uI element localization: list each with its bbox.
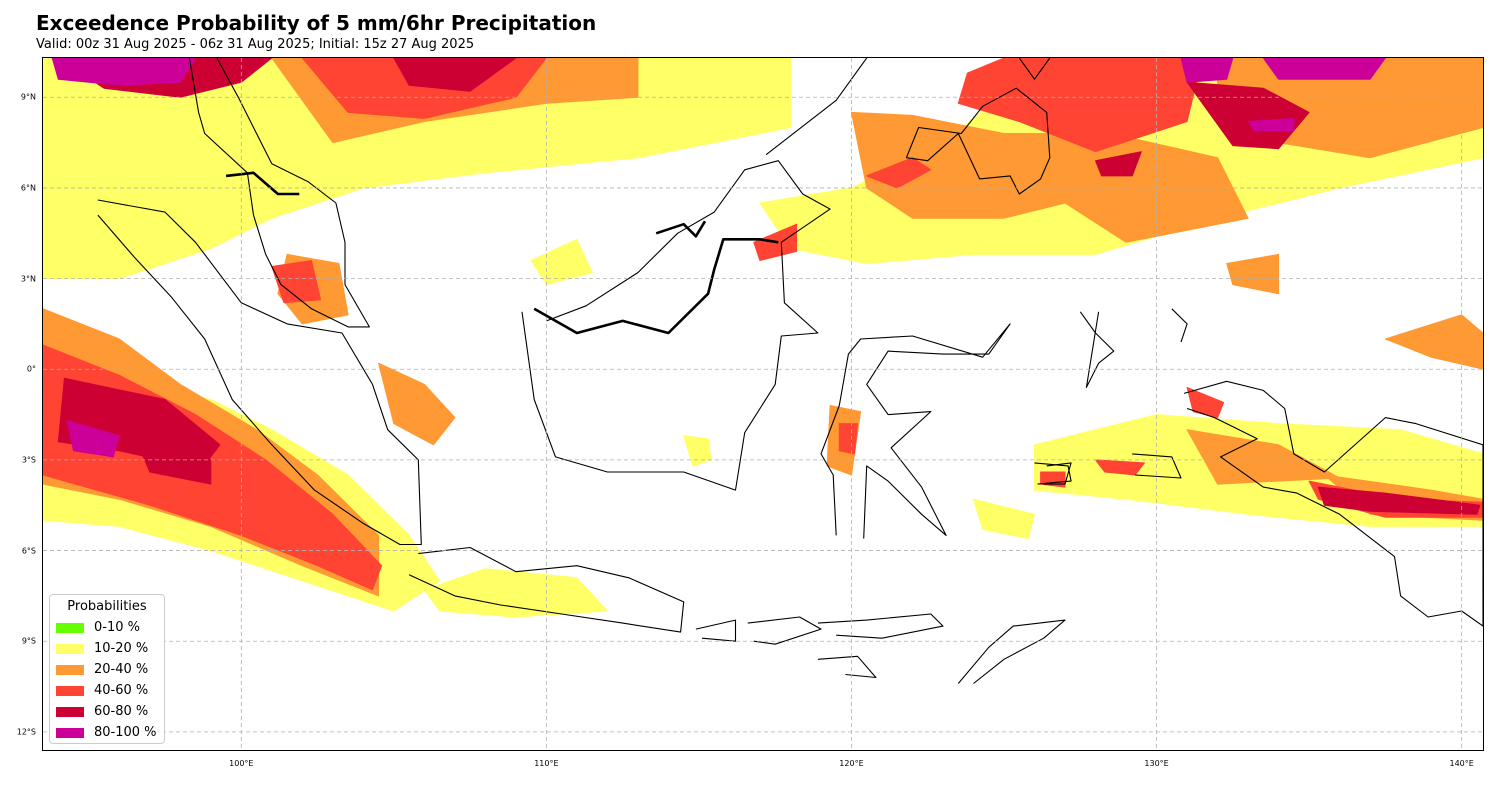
coastline (521, 160, 831, 491)
legend-title: Probabilities (67, 599, 147, 614)
coastline (188, 58, 370, 328)
coastline (957, 619, 1066, 684)
precip-area (1262, 58, 1386, 80)
legend-items: 0-10 % 10-20 % 20-40 % 40-60 % 60-80 % 80-100… (56, 617, 158, 743)
lat-tick-label: 9°S (21, 636, 36, 646)
legend-swatch (56, 727, 84, 738)
legend-label: 60-80 % (94, 704, 149, 719)
chart-title: Exceedence Probability of 5 mm/6hr Preci… (36, 11, 597, 35)
coastline (1171, 308, 1188, 343)
coastline (817, 613, 944, 639)
legend-entry: 60-80 % (56, 701, 158, 722)
lat-tick-label: 12°S (16, 727, 36, 737)
precip-area (1317, 486, 1481, 515)
coastline (820, 323, 1011, 539)
legend-entry: 20-40 % (56, 659, 158, 680)
coastline (1018, 58, 1051, 80)
lon-tick-label: 130°E (1144, 759, 1169, 768)
lon-tick-label: 140°E (1449, 759, 1474, 768)
precip-area (973, 498, 1035, 539)
lon-tick-label: 100°E (229, 759, 254, 768)
legend-entry: 0-10 % (56, 617, 158, 638)
legend-label: 0-10 % (94, 620, 140, 635)
precip-area (530, 238, 593, 286)
precip-area (683, 435, 712, 467)
lat-tick-label: 0° (26, 364, 36, 374)
precip-area (66, 420, 120, 458)
legend-swatch (56, 622, 84, 633)
precip-area (1247, 117, 1295, 131)
coastline (1043, 462, 1072, 485)
coastline (408, 546, 685, 633)
map-panel[interactable] (42, 57, 1484, 751)
legend-swatch (56, 706, 84, 717)
precip-area (838, 423, 859, 455)
precip-area (1226, 253, 1280, 295)
coastline (1079, 311, 1115, 388)
coastline (747, 616, 822, 645)
precip-area (1186, 386, 1225, 419)
coastline (695, 619, 737, 642)
precip-area (271, 260, 322, 304)
coastline (817, 655, 877, 679)
legend-swatch (56, 685, 84, 696)
legend-label: 80-100 % (94, 725, 157, 740)
coastline (97, 199, 422, 546)
legend-label: 40-60 % (94, 683, 149, 698)
coastline (905, 87, 1051, 195)
legend-label: 10-20 % (94, 641, 149, 656)
chart-subtitle: Valid: 00z 31 Aug 2025 - 06z 31 Aug 2025… (36, 37, 475, 52)
legend-swatch (56, 664, 84, 675)
precip-area (51, 58, 196, 86)
legend: Probabilities 0-10 % 10-20 % 20-40 % 40-60 … (49, 594, 165, 744)
map-canvas[interactable] (43, 58, 1483, 750)
lon-tick-label: 110°E (534, 759, 559, 768)
precip-area (1180, 58, 1234, 83)
precip-area (1384, 314, 1483, 370)
precip-area (378, 362, 456, 446)
legend-label: 20-40 % (94, 662, 149, 677)
lat-tick-label: 3°S (21, 455, 36, 465)
lat-tick-label: 6°S (21, 546, 36, 556)
precip-area (866, 157, 932, 189)
lat-tick-label: 9°N (20, 92, 36, 102)
lon-tick-label: 120°E (839, 759, 864, 768)
country-border (225, 171, 300, 196)
legend-swatch (56, 643, 84, 654)
lat-tick-label: 6°N (20, 183, 36, 193)
precip-area (393, 58, 517, 92)
country-border (533, 238, 779, 335)
coastline (1034, 462, 1072, 485)
precip-area (423, 568, 608, 618)
coastline (765, 58, 868, 156)
precip-area (1040, 471, 1066, 488)
precip-area (1095, 151, 1142, 177)
lat-tick-label: 3°N (20, 274, 36, 284)
country-border (655, 220, 707, 238)
legend-entry: 80-100 % (56, 722, 158, 743)
legend-entry: 40-60 % (56, 680, 158, 701)
coastline (1132, 453, 1182, 479)
legend-entry: 10-20 % (56, 638, 158, 659)
precip-area (851, 111, 1249, 243)
